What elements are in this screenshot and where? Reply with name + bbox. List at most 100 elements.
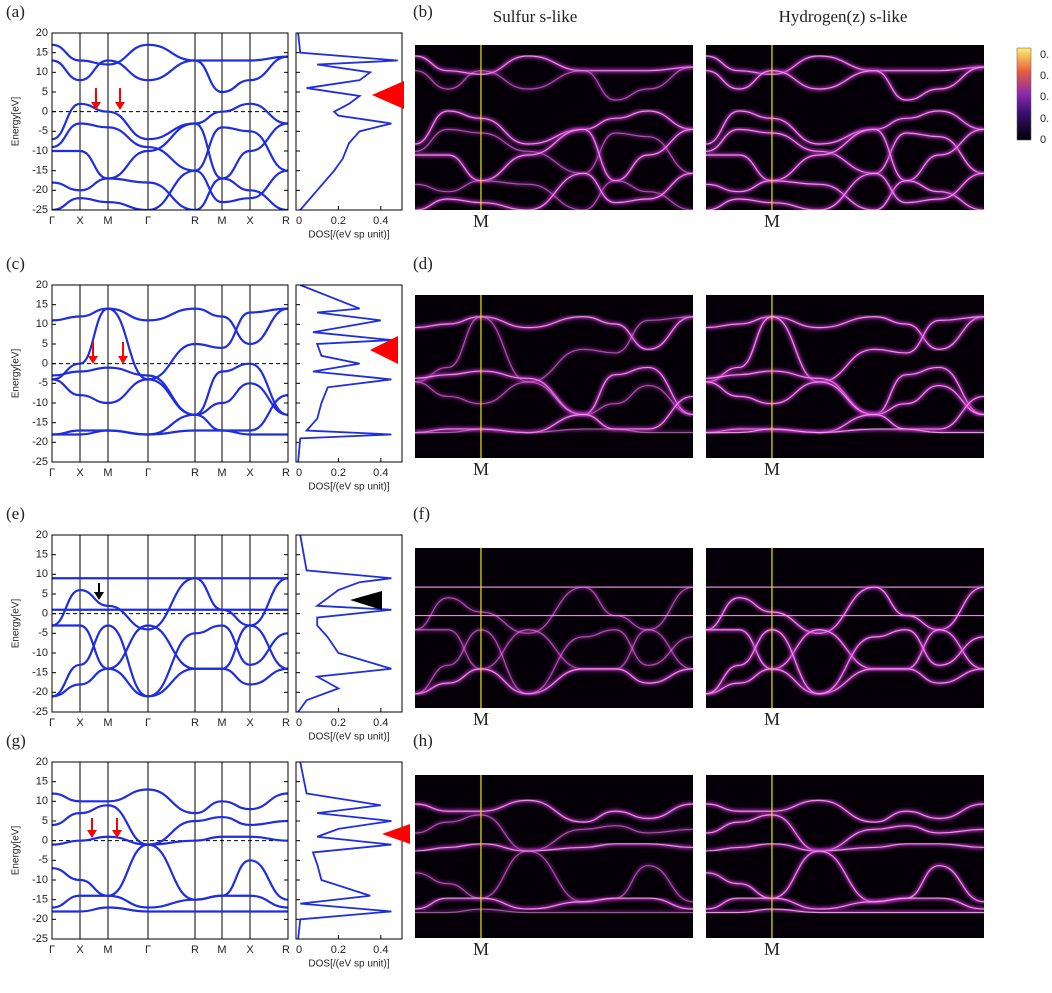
dos-curve — [297, 285, 392, 462]
x-tick-label: Γ — [49, 215, 55, 227]
spectral-line — [415, 55, 693, 75]
spectral-lines — [706, 585, 984, 696]
dos-curve — [297, 33, 398, 210]
x-tick-label: 0.2 — [331, 717, 346, 729]
band-frame — [51, 534, 289, 713]
bands — [52, 788, 288, 913]
y-tick-label: -20 — [32, 184, 48, 196]
x-tick-label: Γ — [49, 467, 55, 479]
y-tick-label: -5 — [38, 377, 48, 389]
band-line — [52, 906, 288, 913]
panel-label: (b) — [413, 2, 433, 21]
y-tick-label: -20 — [32, 686, 48, 698]
x-tick-label: R — [282, 717, 290, 729]
y-tick-label: 10 — [36, 795, 48, 807]
panel-label: (a) — [6, 2, 25, 21]
spectral-line — [706, 629, 984, 670]
x-tick-label: M — [217, 944, 226, 956]
band-line — [52, 804, 288, 846]
dos-frame — [295, 534, 403, 713]
y-tick-label: 5 — [42, 815, 48, 827]
bands — [52, 307, 288, 436]
spectral-line — [706, 128, 984, 182]
spectral-line — [706, 316, 984, 383]
y-tick-label: -5 — [38, 125, 48, 137]
y-tick-label: -15 — [32, 417, 48, 429]
band-frame — [51, 32, 289, 211]
x-tick-label: M — [217, 717, 226, 729]
x-tick-label: Γ — [145, 717, 151, 729]
y-tick-label: 0 — [42, 835, 48, 847]
spectral-line — [706, 66, 984, 101]
colorbar-label: 0 — [1040, 134, 1046, 146]
y-tick-label: 10 — [36, 66, 48, 78]
y-tick-label: 20 — [36, 529, 48, 541]
y-axis-label: Energy[eV] — [11, 599, 22, 649]
dos-curve — [297, 535, 392, 712]
band-line — [52, 43, 288, 66]
x-tick-label: Γ — [145, 467, 151, 479]
m-label: M — [764, 709, 780, 729]
spectral-line — [415, 128, 693, 182]
spectral-line — [415, 629, 693, 670]
y-tick-label: 15 — [36, 549, 48, 561]
spectral-line — [706, 814, 984, 852]
spectral-lines — [706, 314, 984, 435]
spectral-line — [706, 172, 984, 210]
y-tick-label: 5 — [42, 86, 48, 98]
m-label: M — [473, 459, 489, 479]
spectral-line — [706, 908, 984, 914]
dos-frame — [295, 761, 403, 940]
bands — [52, 577, 288, 698]
spectral-line — [706, 850, 984, 903]
y-tick-label: -15 — [32, 667, 48, 679]
x-tick-label: X — [76, 717, 84, 729]
y-tick-label: 0 — [42, 608, 48, 620]
band-line — [52, 667, 288, 698]
band-line — [52, 122, 288, 172]
x-tick-label: 0 — [296, 215, 302, 227]
x-tick-label: X — [246, 944, 254, 956]
colorbar-label: 0. — [1040, 49, 1049, 61]
x-tick-label: M — [103, 467, 112, 479]
arrow-head — [91, 102, 101, 110]
arrow-head — [88, 356, 98, 364]
y-tick-label: -25 — [32, 706, 48, 718]
spectral-line — [706, 180, 984, 210]
x-tick-label: X — [76, 944, 84, 956]
band-frame — [51, 761, 289, 940]
spectral-line — [415, 897, 693, 910]
x-tick-label: M — [103, 944, 112, 956]
spectral-line — [415, 629, 693, 695]
band-line — [52, 307, 288, 381]
colorbar-label: 0. — [1040, 91, 1049, 103]
spectral-line — [706, 897, 984, 910]
x-tick-label: 0 — [296, 944, 302, 956]
x-tick-label: Γ — [145, 215, 151, 227]
x-tick-label: R — [191, 215, 199, 227]
y-tick-label: -20 — [32, 436, 48, 448]
spectral-lines — [706, 53, 984, 210]
band-line — [52, 122, 288, 180]
spectral-line — [706, 55, 984, 75]
spectral-line — [706, 428, 984, 434]
spectral-line — [415, 814, 693, 852]
y-tick-label: -10 — [32, 874, 48, 886]
spectral-line — [706, 843, 984, 852]
x-tick-label: 0.4 — [373, 717, 388, 729]
y-tick-label: 0 — [42, 358, 48, 370]
dos-frame — [295, 32, 403, 211]
x-axis-label: DOS[/(eV sp unit)] — [308, 732, 389, 743]
spectral-line — [415, 668, 693, 695]
x-axis-label: DOS[/(eV sp unit)] — [308, 482, 389, 493]
x-tick-label: 0.4 — [373, 467, 388, 479]
x-tick-label: 0.2 — [331, 467, 346, 479]
panel-label: (e) — [6, 504, 25, 523]
spectral-line — [706, 381, 984, 416]
x-tick-label: M — [217, 467, 226, 479]
marker-triangle — [372, 81, 404, 109]
x-tick-label: R — [191, 944, 199, 956]
y-tick-label: -10 — [32, 397, 48, 409]
spectral-line — [706, 316, 984, 350]
m-label: M — [764, 939, 780, 959]
